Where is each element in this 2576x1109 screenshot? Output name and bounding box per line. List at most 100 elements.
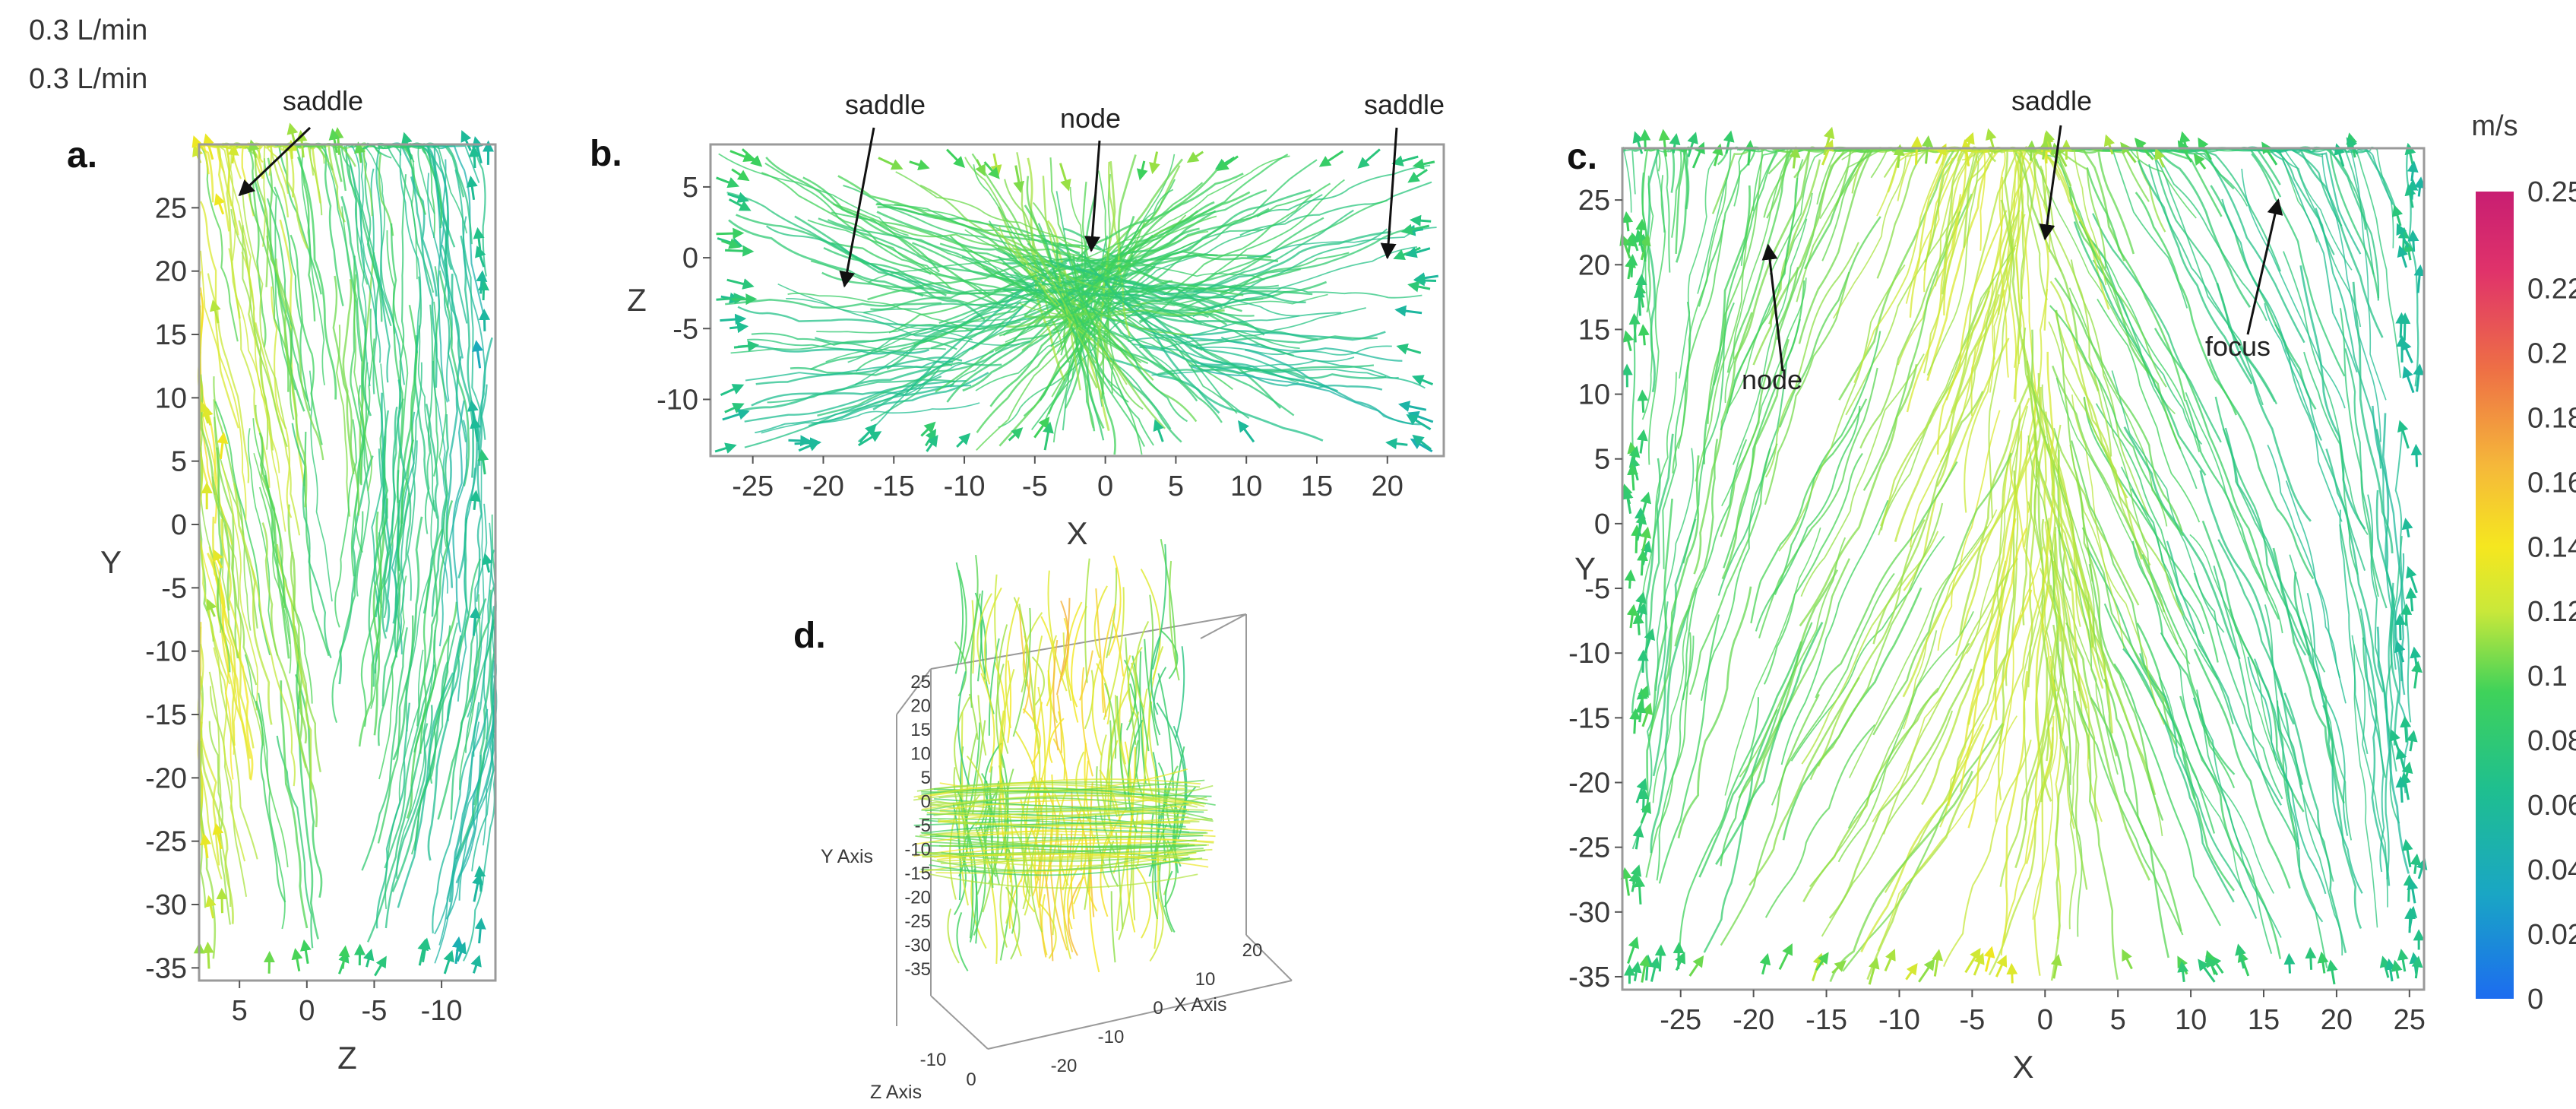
vector-arrow (975, 159, 986, 177)
streamline (223, 524, 264, 746)
x-tick-label: 10 (1230, 471, 1262, 502)
streamline (2058, 529, 2119, 775)
x-tick-label: -20 (1051, 1056, 1078, 1076)
vector-arrow (1983, 946, 1995, 972)
vector-arrow (2326, 959, 2338, 985)
vector-arrow (1821, 139, 1834, 166)
vector-arrow (472, 340, 483, 369)
streamline (392, 379, 407, 624)
streamline (736, 214, 947, 296)
vector-arrow (1357, 148, 1381, 169)
x-tick-label: -5 (1959, 1004, 1985, 1036)
streamline (1883, 558, 2018, 835)
x-tick-label: -10 (1878, 1004, 1920, 1036)
vector-arrow (374, 955, 387, 977)
streamline (2078, 220, 2203, 445)
panel-d-3d-view: d. 25 20 15 10 5 0 -5 -10 -15 -20 -25 -30 -35 -20 -10 0 1… (793, 538, 1293, 1103)
streamline (1726, 159, 1804, 414)
streamline (2394, 423, 2412, 723)
streamline (1059, 600, 1070, 678)
streamline (928, 873, 1198, 889)
vector-arrow (722, 408, 750, 421)
streamline (1790, 535, 1945, 762)
streamline (2224, 427, 2307, 656)
y-tick-label: 10 (910, 744, 931, 765)
y-tick-label: -15 (1568, 702, 1610, 734)
streamline (1800, 353, 1925, 597)
y-tick-label: 5 (921, 768, 931, 788)
vector-arrow (859, 423, 877, 443)
streamline (1801, 531, 1939, 765)
vector-arrow (1654, 944, 1666, 972)
streamline (761, 172, 953, 290)
x-tick-label: -25 (732, 471, 774, 502)
vector-arrow (466, 176, 478, 201)
streamline (213, 558, 234, 780)
vector-arrow (1640, 491, 1651, 514)
streamline (394, 440, 418, 653)
y-tick-label: -25 (904, 911, 931, 932)
streamline (200, 250, 247, 521)
streamline (2049, 280, 2128, 499)
streamline (823, 247, 1021, 309)
streamline (2005, 149, 2027, 403)
streamline (2013, 149, 2100, 391)
x-tick-label: 15 (1301, 471, 1333, 502)
streamline (736, 367, 932, 413)
streamline (1053, 793, 1069, 891)
streamline (1072, 255, 1116, 455)
streamline (2201, 520, 2305, 813)
z-tick-label: 0 (966, 1069, 976, 1090)
flow-rate-line-2: 0.3 L/min (29, 63, 147, 95)
streamline (2199, 470, 2295, 725)
x-tick-label: 20 (1242, 940, 1263, 961)
streamline (1679, 149, 1722, 379)
y-tick-label: 5 (1594, 444, 1610, 476)
y-tick-label: -10 (145, 636, 187, 668)
vector-arrow (1633, 286, 1645, 316)
colorbar-tick: 0.14 (2527, 531, 2576, 563)
streamline (1802, 687, 1939, 903)
vector-arrow (2399, 312, 2411, 341)
streamline (1993, 405, 2021, 679)
vector-arrow (2283, 952, 2296, 974)
streamline (431, 413, 449, 617)
streamline (242, 193, 286, 429)
streamline (1923, 149, 1994, 374)
y-tick-label: -30 (904, 936, 931, 956)
vector-arrow (788, 435, 812, 447)
colorbar-tick: 0.08 (2527, 725, 2576, 757)
streamline (2296, 146, 2380, 299)
streamline (405, 500, 435, 732)
streamline (2325, 448, 2385, 692)
streamline (2355, 149, 2401, 378)
streamline (1229, 287, 1422, 299)
streamline (410, 176, 438, 388)
streamline (1107, 555, 1122, 656)
x-tick-label: 25 (2394, 1004, 2426, 1036)
annotation-node: node (1742, 364, 1802, 395)
vector-arrow (2177, 960, 2189, 982)
streamline (1926, 149, 1987, 376)
vector-arrow (1637, 549, 1649, 576)
streamline (1748, 676, 1860, 886)
vector-arrow (1626, 604, 1638, 629)
streamline (876, 211, 1059, 271)
vector-arrow (2006, 962, 2018, 984)
x-tick-label: 5 (232, 995, 248, 1027)
x-axis-label: X (2012, 1049, 2033, 1085)
vector-arrow (2411, 661, 2423, 689)
vector-arrow (1918, 958, 1935, 983)
streamline-field (714, 148, 1439, 455)
streamline (266, 144, 322, 295)
vector-arrow (2395, 747, 2407, 773)
x-tick-label: 0 (1097, 471, 1113, 502)
streamline (1068, 280, 1188, 423)
streamline (1076, 173, 1244, 261)
streamline (412, 145, 480, 183)
streamline (1195, 345, 1392, 356)
vector-arrow (1318, 150, 1344, 167)
streamline (353, 274, 372, 492)
streamline (1119, 654, 1131, 765)
vector-arrow (1620, 867, 1632, 896)
